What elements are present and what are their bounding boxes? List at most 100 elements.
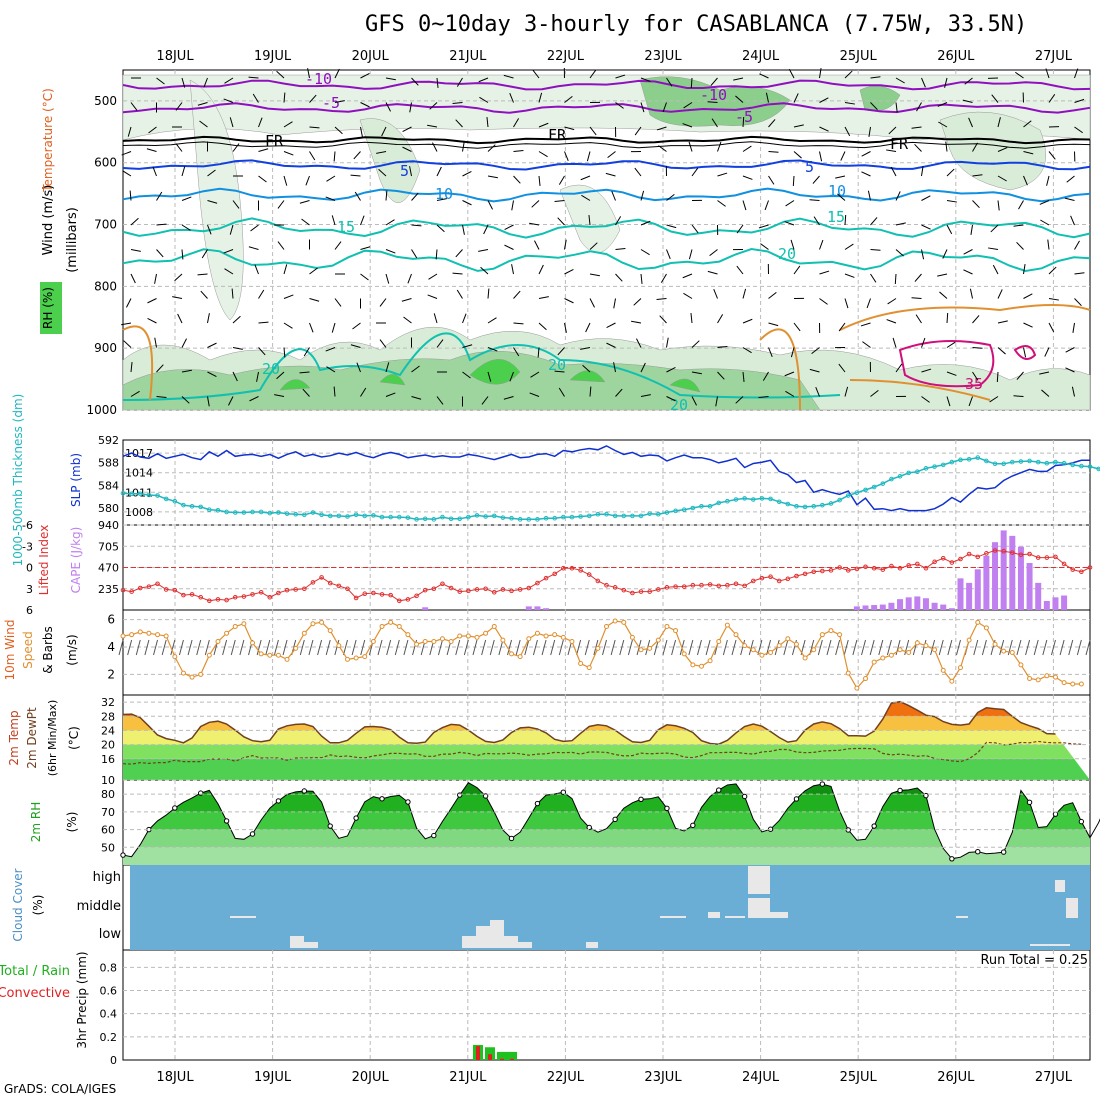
- thickness-point: [733, 497, 739, 502]
- rh-point: [949, 856, 955, 862]
- wind-barb: [937, 273, 948, 277]
- lifted-point: [949, 560, 955, 565]
- wind-barb: [683, 102, 693, 109]
- rh-point: [172, 805, 178, 811]
- thickness-point: [794, 504, 799, 509]
- wind-barb: [886, 639, 892, 656]
- thickness-point: [517, 517, 523, 522]
- wind-barb: [964, 77, 973, 85]
- thickness-point: [310, 510, 316, 515]
- wind-barb: [334, 298, 342, 307]
- wind-barb: [759, 73, 769, 79]
- date-label-bottom: 25JUL: [840, 1070, 878, 1085]
- wind-speed-point: [163, 633, 169, 639]
- isotherm-label: 20: [262, 360, 280, 378]
- wind-barb: [178, 639, 184, 656]
- precip-tick: 0.4: [100, 1008, 118, 1021]
- wind-barb: [921, 166, 924, 177]
- wind-barb: [276, 371, 285, 380]
- wind-barb: [970, 224, 973, 235]
- wind-barb: [584, 639, 590, 656]
- lifted-point: [897, 565, 903, 571]
- wind-speed-point: [897, 647, 903, 653]
- lifted-point: [353, 595, 359, 601]
- cape-bar: [534, 606, 541, 610]
- wind-barb: [809, 199, 820, 201]
- wind-barb: [360, 102, 370, 108]
- wind-barb: [479, 96, 489, 103]
- wind-barb: [589, 69, 597, 79]
- thickness-point: [232, 510, 238, 515]
- cape-bar: [1026, 562, 1033, 610]
- rh-shading: [279, 359, 701, 393]
- wind-barb: [1023, 347, 1027, 358]
- wind-barb: [997, 289, 1003, 299]
- isotherm-label: 10: [828, 182, 846, 200]
- wind-barb: [615, 388, 623, 397]
- rh-point: [560, 789, 567, 795]
- wind-barb: [662, 639, 668, 656]
- wind-barb: [197, 273, 208, 276]
- date-label-top: 26JUL: [937, 49, 975, 64]
- wind-speed-point: [353, 655, 359, 661]
- wind-barb: [432, 142, 438, 152]
- wind-barb: [581, 194, 591, 201]
- wind-barb: [682, 123, 693, 128]
- cape-bar: [1017, 546, 1024, 610]
- wind-barb: [580, 347, 591, 350]
- wind-barb: [921, 249, 925, 260]
- lifted-point: [1009, 550, 1015, 555]
- thickness-point: [181, 502, 186, 508]
- wind-barb: [462, 224, 465, 235]
- cape-bar: [1061, 595, 1068, 610]
- lifted-point: [975, 554, 981, 560]
- upper-label-rh: RH (%): [41, 287, 55, 329]
- wind-barb: [350, 174, 361, 177]
- wind-barb: [427, 294, 438, 299]
- wind-barb: [937, 102, 948, 107]
- wind-barb: [564, 322, 567, 333]
- thickness-point: [189, 504, 195, 509]
- wind-barb: [455, 639, 461, 656]
- wind-barb: [1013, 224, 1024, 227]
- rh-point: [508, 835, 515, 842]
- wind-barb: [385, 102, 391, 112]
- lifted-tick: 6: [26, 604, 33, 617]
- wind-barb: [997, 175, 1007, 182]
- wind-barb: [792, 175, 795, 187]
- lifted-point: [656, 587, 661, 592]
- wind-barb: [1076, 639, 1082, 656]
- wind-speed-point: [1035, 677, 1041, 683]
- panel-frame: [122, 949, 1091, 1061]
- wind-barb: [181, 396, 190, 404]
- wind-barb: [564, 95, 573, 103]
- wind-barb: [360, 639, 366, 656]
- thickness-point: [371, 513, 376, 518]
- cape-bar: [422, 607, 429, 610]
- wind-barb: [487, 288, 490, 299]
- wind-barb: [229, 224, 234, 235]
- wind-barb: [662, 102, 667, 113]
- wind-barb: [435, 249, 438, 260]
- thickness-point: [638, 513, 644, 519]
- wind-barb: [999, 639, 1005, 656]
- wind-barb: [683, 292, 693, 299]
- wind-barb: [385, 273, 390, 284]
- thickness-point: [915, 469, 920, 475]
- thickness-point: [992, 461, 998, 467]
- wind-barb: [515, 639, 521, 656]
- wind-barb: [472, 639, 478, 656]
- isotherm-label: 20: [548, 356, 566, 374]
- temp-label-4: (°C): [67, 726, 81, 750]
- wind-speed-point: [534, 630, 540, 636]
- rh-point: [664, 805, 670, 812]
- lifted-point: [1079, 569, 1084, 575]
- rh-line: [122, 782, 1100, 860]
- wind-barb: [972, 347, 983, 349]
- lifted-point: [474, 587, 480, 592]
- wind-barb: [379, 339, 387, 348]
- wind-barb: [481, 396, 489, 405]
- cape-bar: [1000, 530, 1007, 610]
- wind-speed-point: [189, 674, 195, 680]
- lifted-point: [958, 556, 963, 562]
